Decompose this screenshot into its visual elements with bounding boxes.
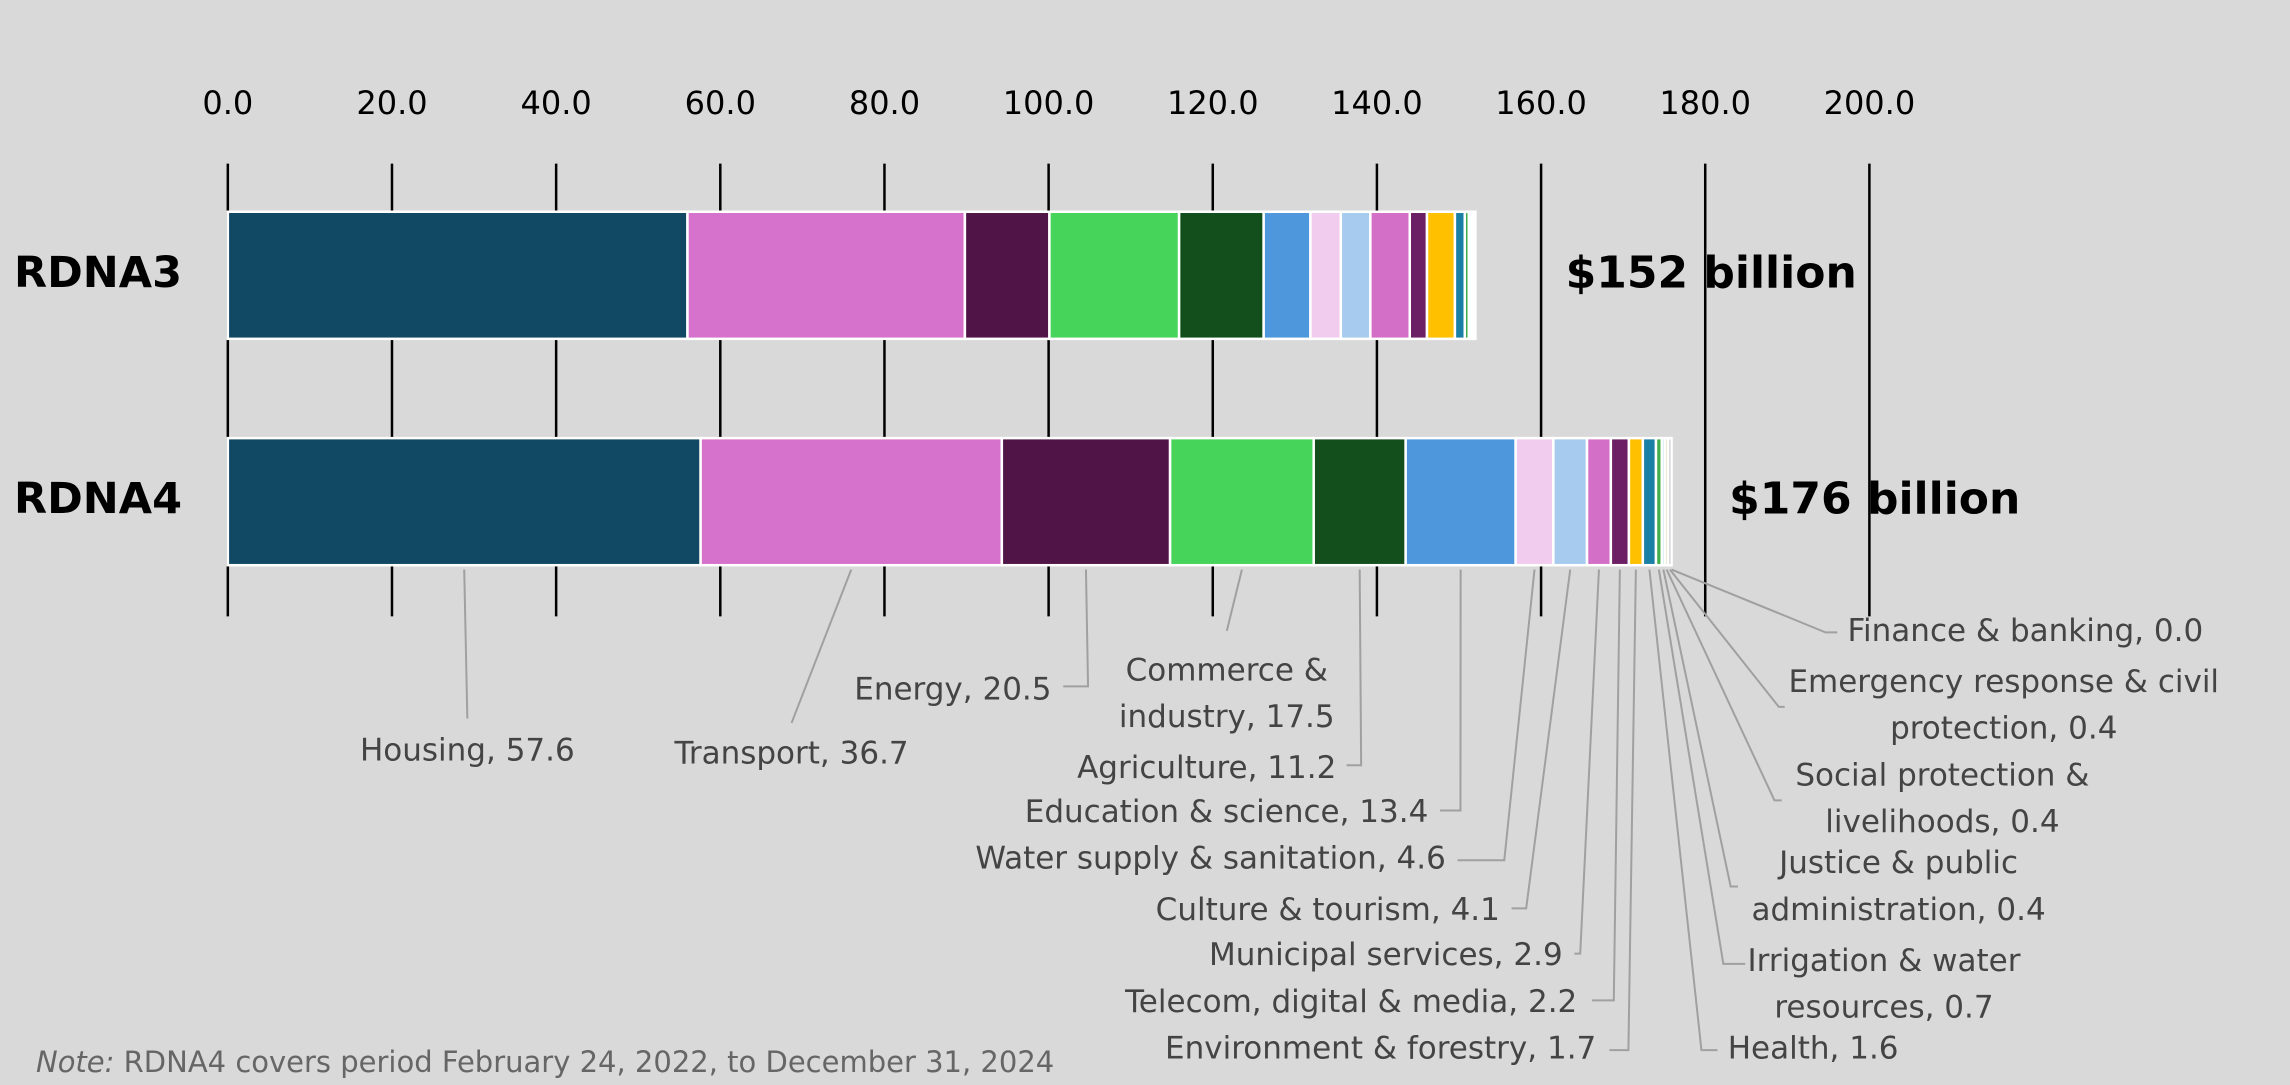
bar-segment xyxy=(1048,210,1181,341)
x-tick-label: 200.0 xyxy=(1824,84,1916,122)
segment-label: Commerce & xyxy=(1126,652,1328,688)
note-lead: Note: xyxy=(36,1045,114,1079)
bar-segment xyxy=(1408,210,1429,341)
segment-label: Finance & banking, 0.0 xyxy=(1847,613,2203,649)
x-tick-label: 20.0 xyxy=(356,84,427,122)
bar-segment xyxy=(1000,436,1172,567)
leader-line xyxy=(1346,569,1363,767)
leader-line xyxy=(1665,569,1782,802)
bar-segment xyxy=(1514,436,1555,567)
bar-segment xyxy=(963,210,1051,341)
segment-label: Culture & tourism, 4.1 xyxy=(1156,892,1500,928)
x-tick-label: 80.0 xyxy=(849,84,920,122)
bar-segment xyxy=(1472,210,1477,341)
segment-label: Education & science, 13.4 xyxy=(1025,794,1429,830)
bar-segment xyxy=(1627,436,1645,567)
leader-line xyxy=(1657,569,1746,965)
segment-label: Telecom, digital & media, 2.2 xyxy=(1124,984,1577,1020)
bar-segment xyxy=(1667,436,1673,567)
bar-segment xyxy=(1585,436,1613,567)
leader-line xyxy=(1662,569,1738,888)
bar-segment xyxy=(1177,210,1265,341)
bar-segment xyxy=(1312,436,1407,567)
bar-segment xyxy=(226,436,702,567)
leader-line xyxy=(1511,569,1572,910)
leader-line xyxy=(1225,569,1243,632)
category-label: RDNA3 xyxy=(14,248,182,298)
bar-segment xyxy=(1309,210,1343,341)
bar-segment xyxy=(1404,436,1517,567)
segment-label: Social protection & xyxy=(1795,757,2089,793)
leader-line xyxy=(1063,569,1090,688)
note: Note: RDNA4 covers period February 24, 2… xyxy=(36,1045,1054,1079)
leader-line xyxy=(463,569,469,719)
leader-line xyxy=(1574,569,1600,955)
bar-segment xyxy=(686,210,967,341)
note-text: RDNA4 covers period February 24, 2022, t… xyxy=(114,1045,1054,1079)
bar-segment xyxy=(1552,436,1589,567)
bar-segment xyxy=(226,210,689,341)
segment-label: livelihoods, 0.4 xyxy=(1825,804,2059,840)
x-tick-label: 40.0 xyxy=(521,84,592,122)
x-tick-label: 120.0 xyxy=(1167,84,1259,122)
bar-segment xyxy=(1168,436,1315,567)
segment-label: Energy, 20.5 xyxy=(854,671,1051,707)
leader-line xyxy=(1648,569,1718,1052)
x-tick-label: 180.0 xyxy=(1659,84,1751,122)
segment-label: protection, 0.4 xyxy=(1890,711,2117,747)
segment-label: industry, 17.5 xyxy=(1119,699,1335,735)
segment-label: Emergency response & civil xyxy=(1788,664,2219,700)
leader-line xyxy=(1669,568,1785,708)
leader-line xyxy=(1440,569,1462,812)
leader-line xyxy=(1609,569,1637,1052)
segment-label: Justice & public xyxy=(1777,845,2018,881)
segment-label: Irrigation & water xyxy=(1748,943,2021,979)
x-tick-label: 100.0 xyxy=(1003,84,1095,122)
x-tick-label: 60.0 xyxy=(685,84,756,122)
bar-segment xyxy=(1425,210,1457,341)
segment-label: Water supply & sanitation, 4.6 xyxy=(975,841,1445,877)
segment-label: administration, 0.4 xyxy=(1752,892,2046,928)
bar-segment xyxy=(1339,210,1372,341)
total-label: $152 billion xyxy=(1566,247,1857,298)
leader-line xyxy=(1591,569,1621,1002)
segment-label: Housing, 57.6 xyxy=(360,733,575,769)
bar-segment xyxy=(1369,210,1412,341)
segment-label: Agriculture, 11.2 xyxy=(1077,750,1336,786)
x-tick-label: 160.0 xyxy=(1495,84,1587,122)
category-label: RDNA4 xyxy=(14,474,182,524)
total-label: $176 billion xyxy=(1729,474,2020,525)
x-tick-label: 0.0 xyxy=(202,84,253,122)
bar-segment xyxy=(1262,210,1312,341)
leader-line xyxy=(790,569,853,724)
bar-segment xyxy=(1641,436,1658,567)
segment-label: Transport, 36.7 xyxy=(673,736,908,772)
bar-segment xyxy=(699,436,1004,567)
bar-segment xyxy=(1609,436,1631,567)
segment-label: resources, 0.7 xyxy=(1774,990,1993,1026)
segment-label: Environment & forestry, 1.7 xyxy=(1165,1031,1596,1067)
segment-label: Health, 1.6 xyxy=(1728,1031,1899,1067)
leader-line xyxy=(1671,568,1838,634)
leader-line xyxy=(1457,569,1536,862)
x-tick-label: 140.0 xyxy=(1331,84,1423,122)
segment-label: Municipal services, 2.9 xyxy=(1209,937,1563,973)
bar-segment xyxy=(1453,210,1466,341)
